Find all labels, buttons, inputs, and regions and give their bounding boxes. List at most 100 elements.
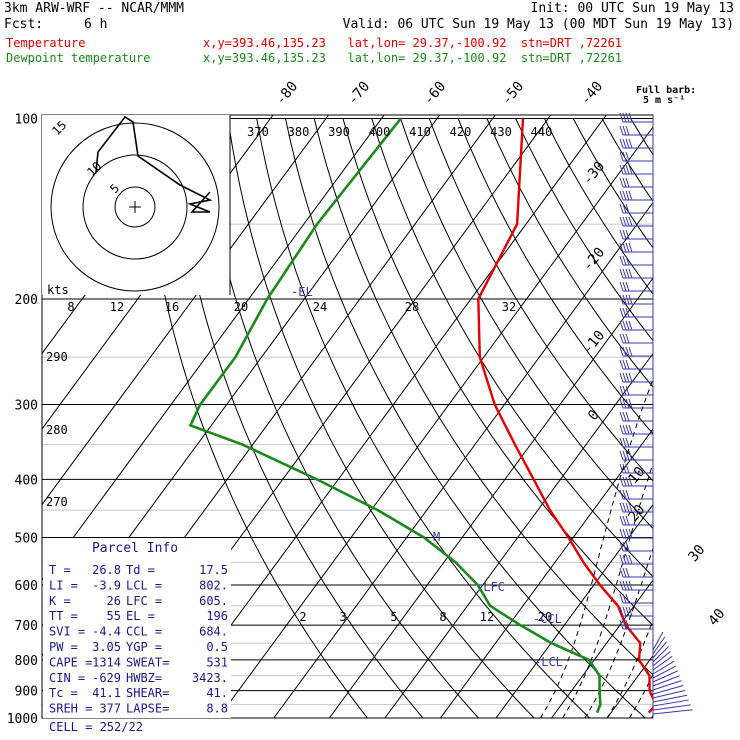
wind-barb-flag: [625, 606, 630, 617]
wind-barb-flag: [625, 125, 630, 136]
wind-barb-flag: [622, 437, 627, 448]
pressure-label: 500: [15, 532, 38, 547]
isotherm-line: [217, 126, 653, 718]
wind-barb: [619, 333, 653, 344]
barb-key-label: Full barb:: [636, 85, 696, 96]
isotherm-line: [663, 115, 740, 718]
hodograph-trace: [95, 115, 213, 213]
parcel-value: -629: [92, 671, 121, 685]
parcel-key: PW =: [49, 640, 78, 654]
parcel-box: [43, 538, 231, 718]
wind-barb-flag: [628, 242, 633, 253]
dry-adiabat: [313, 118, 653, 676]
lcl-annotation: -LCL: [534, 655, 563, 669]
parcel-key: TT =: [49, 609, 78, 623]
wind-barb-flag: [628, 190, 633, 201]
temperature-profile: [477, 118, 653, 714]
wind-barb-flag: [619, 138, 624, 149]
wind-barb-flag: [625, 567, 630, 578]
mixing-ratio-bottom-label: 5: [390, 610, 397, 624]
wind-barb-flag: [619, 489, 624, 500]
wind-barb-flag: [622, 112, 627, 123]
wind-barb-flag: [622, 463, 627, 474]
wind-barb-flag: [625, 177, 630, 188]
wind-barb: [619, 411, 653, 422]
wind-barb-flag: [625, 580, 630, 591]
mixing-ratio-top-label: 32: [502, 300, 516, 314]
wind-barb-flag: [622, 359, 627, 370]
wind-barb-flag: [625, 554, 630, 565]
wind-barb-flag: [628, 346, 633, 357]
wind-barb-flag: [622, 307, 627, 318]
wind-barb-flag: [619, 502, 624, 513]
wind-barb-flag: [625, 437, 630, 448]
isotherm-line: [162, 115, 607, 718]
parcel-value: -3.9: [92, 578, 121, 592]
dewpoint-profile: [188, 117, 602, 714]
wind-barb-flag: [622, 125, 627, 136]
wind-barb-low: [652, 665, 677, 679]
wind-barb: [619, 307, 653, 318]
wind-barb-flag: [628, 554, 633, 565]
wind-barb: [619, 177, 653, 188]
dry-adiabat: [141, 118, 368, 718]
wind-barb-flag: [625, 268, 630, 279]
theta-label: 400: [369, 125, 391, 139]
model-title: 3km ARW-WRF -- NCAR/MMM: [4, 1, 185, 16]
wind-barb: [619, 164, 653, 175]
parcel-key: SVI =: [49, 625, 85, 639]
wind-barb-flag: [619, 203, 624, 214]
wind-barb: [619, 346, 653, 357]
wind-barb-flag: [625, 424, 630, 435]
wind-barb-flag: [622, 411, 627, 422]
wind-barb: [619, 476, 653, 487]
wind-barb-flag: [622, 541, 627, 552]
isotherm-line: [384, 352, 653, 718]
wind-barb-flag: [625, 281, 630, 292]
wind-barb-flag: [622, 203, 627, 214]
wind-barb-flag: [619, 229, 624, 240]
isotherm-line: [495, 503, 653, 718]
parcel-key: K =: [49, 594, 71, 608]
wind-barb: [619, 138, 653, 149]
wind-barb-low: [652, 680, 682, 691]
parcel-key: LAPSE=: [126, 702, 169, 716]
wind-barb: [619, 619, 653, 630]
dry-adiabat: [285, 118, 646, 718]
wind-barb-flag: [625, 307, 630, 318]
wind-barb-flag: [625, 138, 630, 149]
wind-barb-flag: [625, 242, 630, 253]
wind-barb: [619, 502, 653, 513]
parcel-key: Td =: [126, 563, 155, 577]
wind-barb-flag: [625, 619, 630, 630]
theta-label: 410: [409, 125, 431, 139]
wind-barb-flag: [622, 294, 627, 305]
wind-barb-flag: [619, 320, 624, 331]
parcel-key: SWEAT=: [126, 655, 169, 669]
wind-barb-flag: [619, 333, 624, 344]
wind-barb-flag: [622, 554, 627, 565]
wind-barb: [619, 450, 653, 461]
wind-barb-flag: [625, 385, 630, 396]
wind-barb-flag: [628, 502, 633, 513]
parcel-value: 3423.: [192, 671, 228, 685]
parcel-value: 196: [206, 609, 228, 623]
wind-barb-flag: [622, 580, 627, 591]
wind-barb-flag: [628, 424, 633, 435]
wind-barb-flag: [622, 151, 627, 162]
dewpoint-legend: Dewpoint temperature: [6, 51, 151, 65]
wind-barb-flag: [622, 346, 627, 357]
isotherm-line: [440, 428, 653, 718]
wind-barb-flag: [625, 502, 630, 513]
wind-barb: [619, 281, 653, 292]
parcel-cell: CELL = 252/22: [49, 720, 143, 734]
dewpoint-location: x,y=393.46,135.23 lat,lon= 29.37,-100.92…: [203, 51, 623, 65]
wind-barb-low: [652, 651, 671, 667]
init-time: Init: 00 UTC Sun 19 May 13: [530, 1, 735, 16]
wind-barb-flag: [628, 580, 633, 591]
dry-adiabat: [169, 118, 424, 718]
wind-barb-low: [652, 675, 680, 687]
wind-barb: [619, 242, 653, 253]
wind-barb-flag: [619, 294, 624, 305]
